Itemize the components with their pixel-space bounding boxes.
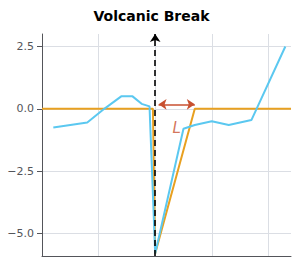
- svg-text:L: L: [173, 119, 181, 137]
- svg-text:0.0: 0.0: [17, 102, 35, 115]
- svg-text:2.5: 2.5: [17, 40, 35, 53]
- svg-text:−5.0: −5.0: [7, 227, 34, 240]
- svg-text:Volcanic Break: Volcanic Break: [94, 8, 211, 24]
- svg-text:−2.5: −2.5: [7, 165, 34, 178]
